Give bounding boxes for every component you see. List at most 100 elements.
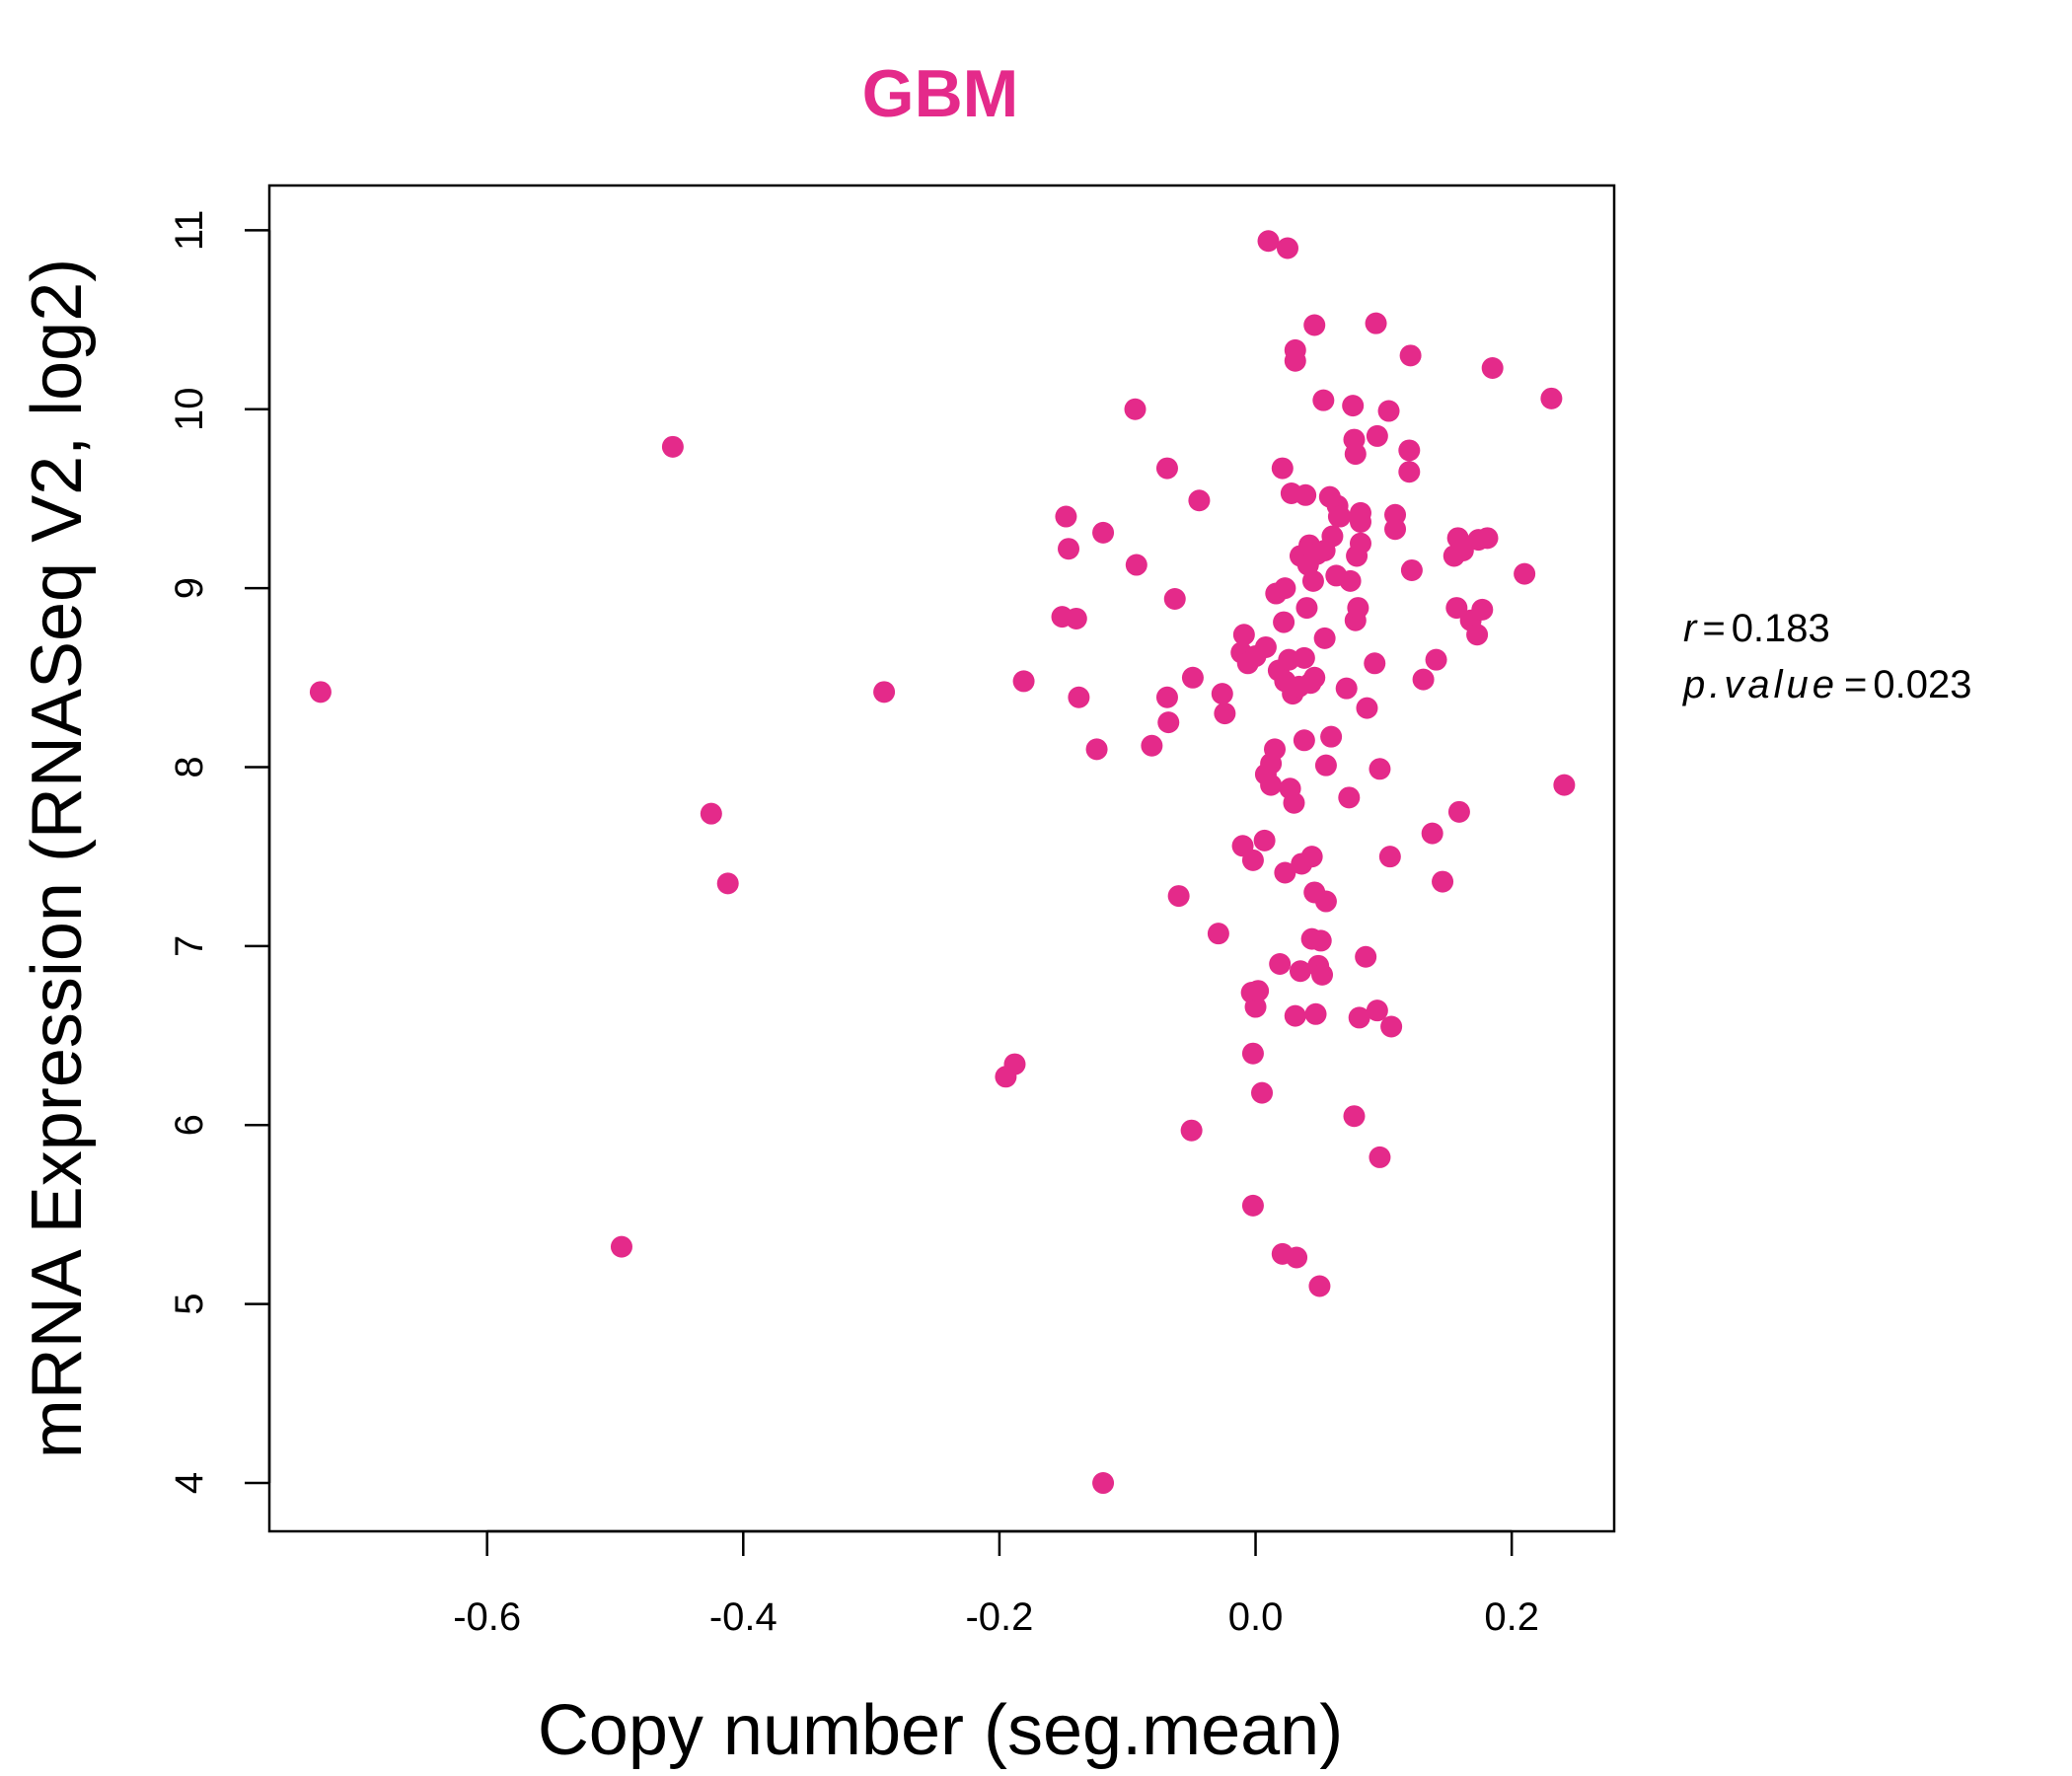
data-point: [1241, 849, 1264, 871]
data-point: [1295, 597, 1318, 620]
data-point: [1366, 424, 1388, 447]
data-point: [1124, 398, 1147, 420]
y-tick-label: 5: [168, 1294, 211, 1315]
data-point: [1471, 598, 1494, 621]
data-point: [1369, 1146, 1391, 1168]
data-point: [309, 681, 332, 703]
data-point: [1380, 1015, 1403, 1038]
data-point: [1312, 389, 1335, 411]
data-point: [1365, 312, 1387, 334]
data-point: [1445, 597, 1468, 620]
data-point: [1321, 525, 1344, 548]
chart-title: GBM: [862, 56, 1019, 131]
x-tick-label: 0.2: [1484, 1595, 1539, 1639]
p-label: p.value: [1682, 663, 1838, 706]
data-point: [1303, 666, 1326, 689]
data-point: [1293, 646, 1315, 669]
data-point: [1295, 483, 1317, 506]
data-point: [1308, 1275, 1331, 1297]
y-tick-label: 9: [168, 577, 211, 599]
data-point: [1085, 738, 1108, 761]
data-point: [1366, 999, 1388, 1022]
data-point: [1466, 624, 1489, 646]
data-point: [1300, 846, 1323, 868]
data-point: [1320, 725, 1343, 748]
y-tick-label: 4: [168, 1472, 211, 1494]
p-value: 0.023: [1873, 663, 1971, 706]
data-point: [1540, 387, 1563, 409]
data-point: [1344, 443, 1367, 466]
data-point: [1214, 703, 1236, 725]
y-axis: 4 5 6 7 8 9 10 11: [168, 210, 271, 1494]
data-point: [1349, 532, 1371, 555]
data-point: [1313, 627, 1336, 649]
data-point: [1092, 1472, 1115, 1495]
data-point: [1342, 395, 1365, 417]
data-point: [1274, 577, 1296, 600]
data-point: [1412, 668, 1435, 691]
p-eq: =: [1844, 663, 1867, 706]
data-point: [1276, 237, 1298, 259]
x-tick-label: 0.0: [1228, 1595, 1284, 1639]
x-tick-label: -0.4: [709, 1595, 777, 1639]
data-point: [1338, 786, 1361, 809]
y-tick-label: 6: [168, 1114, 211, 1136]
data-point: [1481, 357, 1504, 380]
data-point: [1207, 923, 1229, 945]
data-point: [1065, 607, 1087, 629]
y-tick-label: 11: [168, 210, 211, 252]
y-axis-label: mRNA Expression (RNASeq V2, log2): [18, 259, 97, 1458]
data-point: [1364, 652, 1386, 675]
data-point: [1055, 505, 1077, 528]
data-point: [1377, 400, 1400, 422]
data-point: [1349, 511, 1371, 533]
data-point: [1400, 558, 1423, 581]
data-point: [1476, 527, 1499, 550]
data-point: [1058, 538, 1080, 560]
data-point: [1421, 822, 1443, 845]
data-point: [1244, 996, 1267, 1018]
data-point: [1125, 554, 1147, 576]
data-point: [1211, 683, 1233, 705]
data-point: [1254, 635, 1277, 658]
data-point: [1314, 890, 1337, 913]
data-point: [1284, 1004, 1306, 1027]
data-point: [610, 1235, 632, 1258]
data-point: [1553, 774, 1576, 796]
data-point: [1188, 489, 1211, 512]
data-point: [1251, 1081, 1274, 1104]
data-point: [1141, 734, 1163, 757]
r-value: 0.183: [1732, 607, 1830, 650]
data-point: [1068, 686, 1090, 708]
data-point: [1369, 758, 1391, 780]
data-point: [1289, 960, 1311, 983]
data-point: [1304, 1002, 1327, 1025]
x-tick-label: -0.6: [453, 1595, 521, 1639]
data-point: [1273, 611, 1295, 633]
data-point: [1447, 800, 1470, 823]
data-point: [1399, 344, 1422, 367]
data-point: [700, 802, 722, 825]
data-point: [1451, 540, 1474, 562]
data-point: [1343, 1105, 1366, 1128]
data-point: [1283, 791, 1305, 814]
data-point: [1232, 624, 1255, 646]
data-point: [1339, 569, 1362, 592]
r-eq: =: [1702, 607, 1725, 650]
data-point: [1356, 697, 1378, 719]
data-point: [1335, 677, 1358, 700]
data-point: [1286, 1246, 1308, 1269]
data-point: [1274, 861, 1296, 884]
data-point: [1311, 963, 1334, 986]
data-point: [1303, 314, 1326, 336]
data-point: [1264, 738, 1287, 761]
data-point: [1432, 870, 1454, 893]
data-point: [1167, 885, 1190, 908]
data-point: [661, 435, 684, 458]
data-point: [1425, 648, 1447, 671]
data-point: [1241, 1042, 1264, 1065]
data-point: [1257, 230, 1280, 253]
data-point: [1269, 953, 1292, 976]
data-point: [1003, 1053, 1026, 1075]
